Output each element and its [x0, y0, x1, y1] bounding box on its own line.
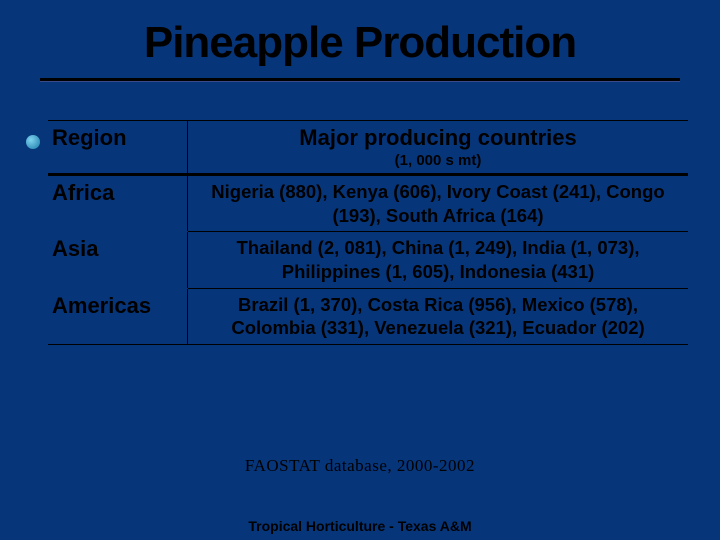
header-main: Major producing countries [194, 125, 682, 151]
source-citation: FAOSTAT database, 2000-2002 [0, 456, 720, 476]
data-cell: Thailand (2, 081), China (1, 249), India… [188, 232, 688, 287]
data-cell: Brazil (1, 370), Costa Rica (956), Mexic… [188, 289, 688, 344]
region-cell: Americas [48, 289, 188, 344]
region-cell: Africa [48, 176, 188, 231]
header-region: Region [48, 121, 188, 173]
data-cell: Nigeria (880), Kenya (606), Ivory Coast … [188, 176, 688, 231]
slide-title: Pineapple Production [0, 0, 720, 78]
region-cell: Asia [48, 232, 188, 287]
table-bottom-border [48, 344, 688, 345]
table-header-row: Region Major producing countries (1, 000… [48, 121, 688, 173]
table-row: Americas Brazil (1, 370), Costa Rica (95… [48, 289, 688, 344]
slide-footer: Tropical Horticulture - Texas A&M [0, 518, 720, 534]
table-row: Asia Thailand (2, 081), China (1, 249), … [48, 232, 688, 287]
title-underline [40, 78, 680, 82]
table-row: Africa Nigeria (880), Kenya (606), Ivory… [48, 176, 688, 231]
production-table: Region Major producing countries (1, 000… [48, 120, 688, 345]
header-sub: (1, 000 s mt) [194, 151, 682, 169]
header-main-wrap: Major producing countries (1, 000 s mt) [188, 121, 688, 173]
bullet-icon [26, 135, 40, 149]
